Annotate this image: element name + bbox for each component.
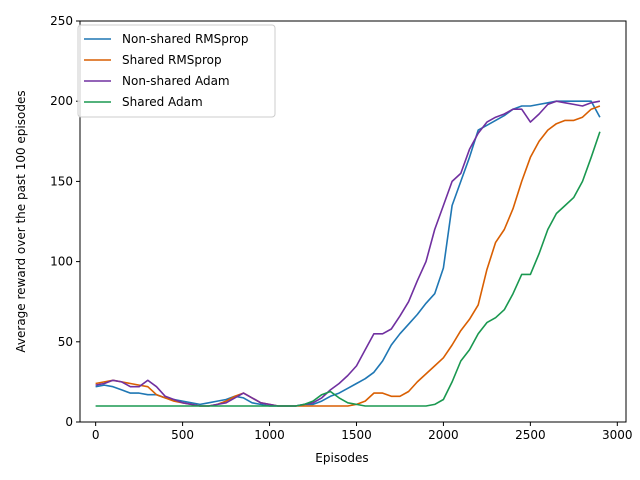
legend-label-non-shared-rmsprop: Non-shared RMSprop [122, 32, 249, 46]
axes-frame [79, 20, 627, 423]
y-tick-label: 150 [50, 174, 73, 188]
y-tick-label: 50 [58, 335, 73, 349]
y-tick-label: 200 [50, 94, 73, 108]
series-line-non-shared-rmsprop [95, 100, 601, 407]
x-tick-label: 0 [92, 428, 100, 442]
y-tick-label: 250 [50, 14, 73, 28]
x-tick-label: 3000 [602, 428, 633, 442]
y-axis: 0 50 100 150 200 250 [50, 14, 80, 429]
legend-label-shared-rmsprop: Shared RMSprop [122, 53, 222, 67]
y-axis-label: Average reward over the past 100 episode… [14, 90, 28, 352]
legend-label-non-shared-adam: Non-shared Adam [122, 74, 230, 88]
legend-label-shared-adam: Shared Adam [122, 95, 203, 109]
x-tick-label: 1000 [254, 428, 285, 442]
legend: Non-shared RMSprop Shared RMSprop Non-shar… [77, 24, 276, 118]
series-line-non-shared-adam [95, 100, 601, 407]
y-tick-label: 100 [50, 255, 73, 269]
plot-area [95, 100, 601, 407]
x-axis: 0 500 1000 1500 2000 2500 3000 [92, 422, 633, 442]
legend-box [77, 24, 276, 118]
x-tick-label: 2500 [515, 428, 546, 442]
x-tick-label: 500 [171, 428, 194, 442]
x-axis-label: Episodes [315, 451, 368, 465]
series-line-shared-rmsprop [95, 105, 601, 407]
x-tick-label: 2000 [428, 428, 459, 442]
x-tick-label: 1500 [341, 428, 372, 442]
series-line-shared-adam [95, 131, 601, 407]
y-tick-label: 0 [65, 415, 73, 429]
